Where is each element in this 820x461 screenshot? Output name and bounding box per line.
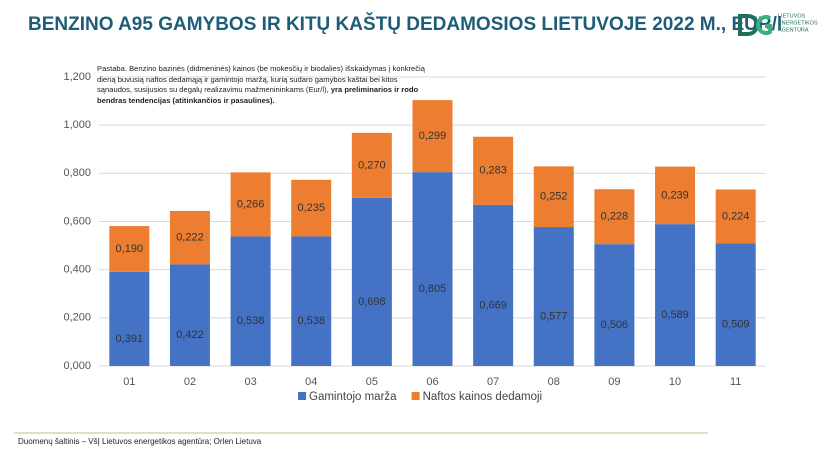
x-tick-label: 02 <box>184 376 196 388</box>
legend-label: Naftos kainos dedamoji <box>423 391 543 403</box>
data-label: 0,299 <box>419 130 447 142</box>
data-label: 0,805 <box>419 283 447 295</box>
bar-segment <box>473 204 514 366</box>
y-tick-label: 1,000 <box>63 119 91 131</box>
y-tick-label: 0,400 <box>63 264 91 276</box>
data-label: 0,669 <box>479 299 507 311</box>
data-label: 0,509 <box>722 319 750 331</box>
bar-segment <box>169 264 210 366</box>
y-tick-label: 0,600 <box>63 215 91 227</box>
data-label: 0,538 <box>237 315 265 327</box>
bar-segment <box>715 243 756 366</box>
bar-segment <box>230 236 271 366</box>
data-label: 0,252 <box>540 191 568 203</box>
data-label: 0,422 <box>176 329 204 341</box>
logo-text: AGENTŪRA <box>778 26 809 33</box>
y-tick-label: 0,000 <box>63 360 91 372</box>
source: Duomenų šaltinis – VšĮ Lietuvos energeti… <box>18 437 262 446</box>
legend-swatch <box>298 392 306 400</box>
data-label: 0,506 <box>601 319 629 331</box>
logo: LIETUVOS ENERGETIKOS AGENTŪRA <box>738 13 818 36</box>
x-tick-label: 11 <box>730 376 741 388</box>
x-tick-label: 10 <box>669 376 681 388</box>
data-label: 0,391 <box>116 333 144 345</box>
bar-segment <box>351 132 392 198</box>
bar-segment <box>594 244 635 366</box>
data-label: 0,190 <box>116 243 144 255</box>
data-label: 0,538 <box>297 315 325 327</box>
data-label: 0,283 <box>479 165 507 177</box>
bar-segment <box>230 172 271 237</box>
bar-segment <box>291 236 332 366</box>
data-label: 0,228 <box>601 211 629 223</box>
bar-segment <box>109 226 150 272</box>
x-tick-label: 06 <box>426 376 438 388</box>
bar-segment <box>169 210 210 265</box>
bar-segment <box>655 224 696 366</box>
bar-segment <box>291 179 332 237</box>
data-label: 0,266 <box>237 198 265 210</box>
logo-text: LIETUVOS <box>778 13 806 19</box>
bar-segment <box>594 189 635 245</box>
bar-segment <box>655 166 696 225</box>
bar-segment <box>412 172 453 366</box>
data-label: 0,224 <box>722 210 750 222</box>
logo-text: ENERGETIKOS <box>778 20 818 26</box>
chart-title: BENZINO A95 GAMYBOS IR KITŲ KAŠTŲ DEDAMO… <box>28 13 782 35</box>
x-tick-label: 08 <box>548 376 560 388</box>
note-bold: yra preliminarios ir rodo bendras tenden… <box>97 85 419 105</box>
data-label: 0,589 <box>661 309 689 321</box>
data-label: 0,239 <box>661 189 689 201</box>
data-label: 0,577 <box>540 310 568 322</box>
bar-segment <box>715 189 756 244</box>
logo-shape <box>756 15 772 35</box>
y-tick-label: 1,200 <box>63 71 91 83</box>
x-tick-label: 09 <box>608 376 620 388</box>
y-tick-label: 0,800 <box>63 167 91 179</box>
bar-segment <box>533 166 574 228</box>
x-tick-label: 01 <box>123 376 135 388</box>
bar-segment <box>351 197 392 366</box>
legend-swatch <box>411 392 420 400</box>
data-label: 0,235 <box>297 202 325 214</box>
y-tick-label: 0,200 <box>63 312 91 324</box>
x-tick-label: 07 <box>487 376 499 388</box>
x-tick-label: 05 <box>366 376 378 388</box>
data-label: 0,698 <box>358 296 386 308</box>
legend-label: Gamintojo marža <box>309 391 397 403</box>
bar-segment <box>533 227 574 366</box>
data-label: 0,270 <box>358 159 386 171</box>
data-label: 0,222 <box>176 232 204 244</box>
x-tick-label: 03 <box>244 376 256 388</box>
note-text: Pastaba. Benzino bazinės (didmeninės) ka… <box>97 64 425 94</box>
bar-segment <box>109 271 150 366</box>
bar-segment <box>473 136 514 205</box>
x-tick-label: 04 <box>305 376 317 388</box>
note: Pastaba. Benzino bazinės (didmeninės) ka… <box>97 64 432 106</box>
bar-segment <box>412 100 453 173</box>
